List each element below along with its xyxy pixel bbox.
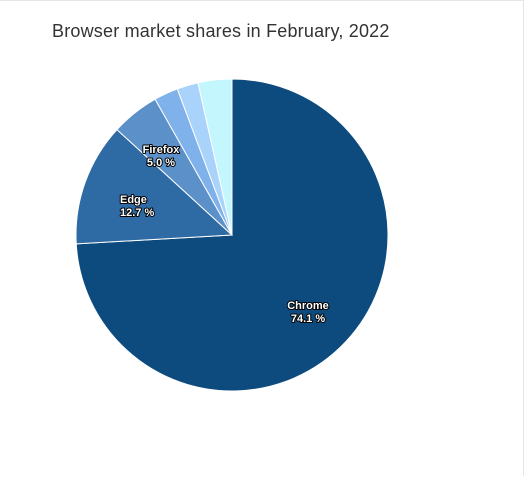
chart-title: Browser market shares in February, 2022 <box>52 21 390 41</box>
pie-slice-edge[interactable] <box>75 128 234 245</box>
pie-label-name: Chrome <box>287 300 329 312</box>
pie-label-name: Firefox <box>143 144 181 156</box>
pie-slice-unlabeled-5[interactable] <box>197 78 233 236</box>
pie-labels: Chrome 74.1 % Edge 12.7 % Firefox 5.0 % <box>119 143 330 326</box>
pie-slices <box>75 78 389 392</box>
pie-label-name: Edge <box>120 194 147 206</box>
pie-label-edge: Edge 12.7 % <box>120 194 154 219</box>
pie-label-chrome: Chrome 74.1 % <box>287 300 329 325</box>
pie-label-firefox: Firefox 5.0 % <box>143 144 181 169</box>
pie-label-value: 74.1 % <box>291 313 325 325</box>
pie-label-value: 5.0 % <box>147 157 175 169</box>
pie-label-value: 12.7 % <box>120 207 154 219</box>
